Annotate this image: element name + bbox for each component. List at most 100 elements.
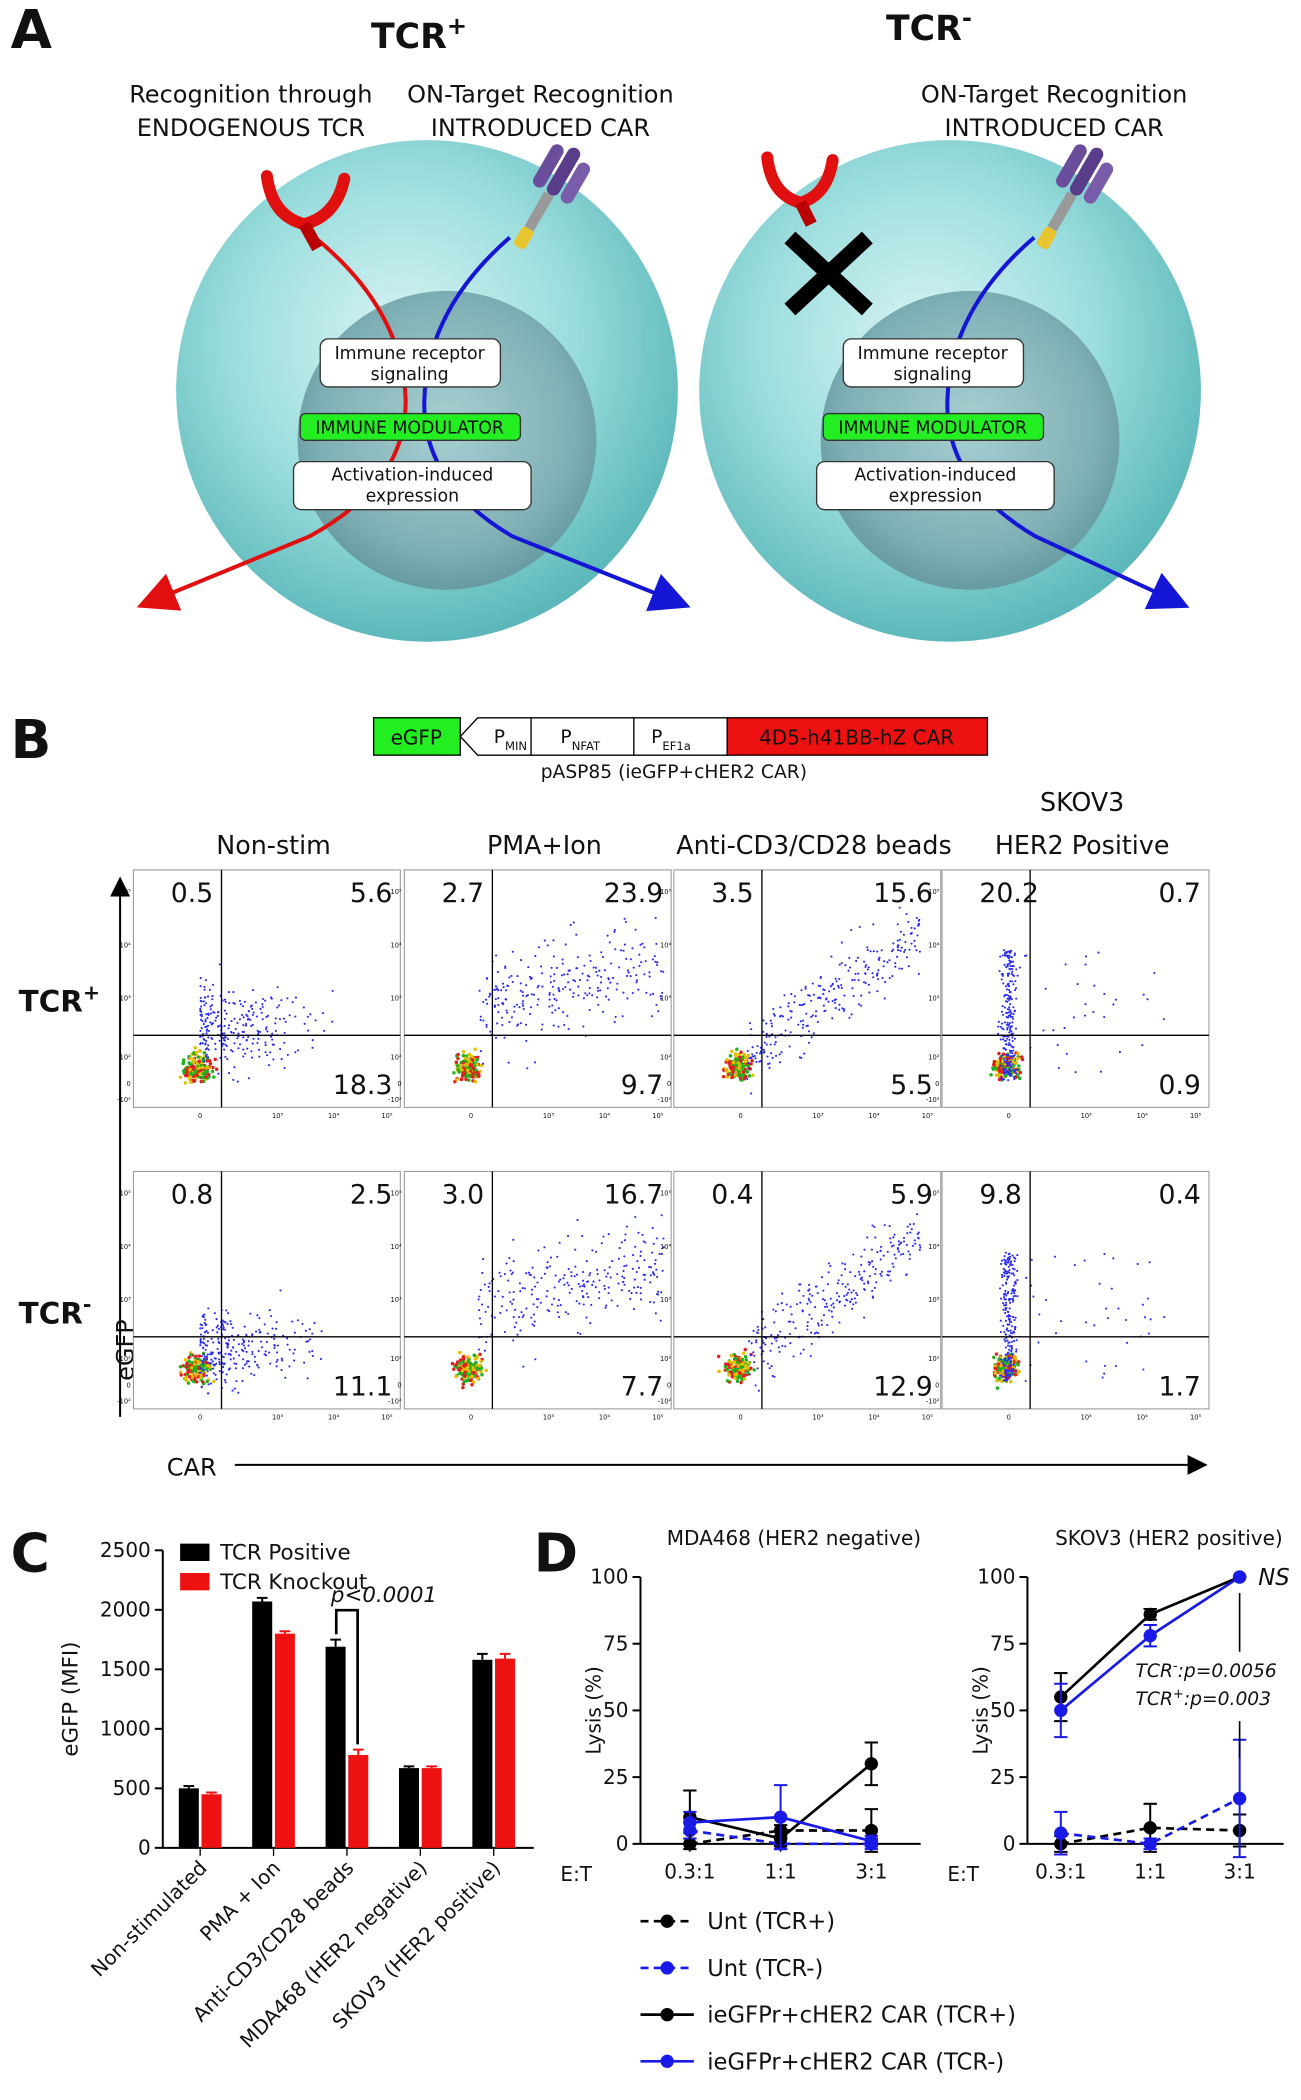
- flow-event: [206, 1370, 209, 1373]
- flow-event: [454, 1374, 458, 1379]
- flow-event: [494, 1036, 498, 1039]
- flow-event: [1005, 1306, 1008, 1310]
- flow-event: [758, 1052, 762, 1055]
- flow-event: [535, 1298, 539, 1301]
- flow-event: [1084, 1003, 1087, 1006]
- flow-event: [282, 1017, 286, 1020]
- flow-event: [203, 988, 206, 991]
- flow-event: [247, 1344, 250, 1347]
- flow-event: [204, 1042, 207, 1045]
- error-bar: [206, 1791, 217, 1795]
- flow-event: [268, 1351, 271, 1354]
- flow-event: [807, 1289, 810, 1292]
- flow-event: [768, 1367, 771, 1370]
- flow-event: [1146, 1297, 1149, 1300]
- flow-event: [588, 954, 591, 957]
- flow-event: [474, 1360, 478, 1365]
- flow-event: [860, 1255, 863, 1258]
- flow-event: [825, 1302, 828, 1305]
- flow-event: [780, 1051, 783, 1054]
- flow-event: [516, 1333, 519, 1336]
- flow-event: [488, 1290, 491, 1293]
- flow-event: [519, 982, 522, 985]
- flow-event: [251, 1333, 254, 1336]
- flow-event: [209, 1021, 212, 1024]
- flow-event: [1011, 964, 1014, 968]
- flow-event: [768, 1062, 771, 1065]
- flow-event: [241, 1338, 245, 1341]
- flow-event: [242, 1048, 245, 1051]
- flow-event: [840, 962, 843, 965]
- flow-event: [815, 1331, 818, 1334]
- flow-event: [774, 1036, 777, 1039]
- flow-event: [223, 1048, 226, 1051]
- flow-event: [528, 1013, 532, 1016]
- flow-event: [505, 1009, 508, 1012]
- flow-event: [596, 989, 600, 992]
- flow-event: [503, 1272, 506, 1276]
- flow-event: [546, 1309, 549, 1312]
- data-point: [864, 1823, 879, 1838]
- flow-event: [855, 1292, 858, 1295]
- flow-event: [304, 1329, 308, 1332]
- flow-event: [478, 1295, 481, 1298]
- legend-label: TCR Knockout: [219, 1570, 367, 1595]
- flow-event: [275, 1321, 278, 1324]
- flow-event: [916, 934, 919, 937]
- flow-event: [772, 1007, 775, 1010]
- flow-event: [1003, 1068, 1006, 1071]
- flow-event: [644, 1241, 647, 1244]
- flow-event: [905, 956, 909, 959]
- x-axis-label: E:T: [947, 1862, 979, 1886]
- flow-tick-label: 10³: [812, 1414, 823, 1422]
- bar: [421, 1768, 442, 1848]
- flow-event: [281, 1359, 284, 1362]
- flow-event: [1013, 989, 1017, 992]
- flow-event: [1010, 1012, 1013, 1015]
- flow-event: [553, 973, 556, 976]
- flow-event: [225, 1045, 228, 1048]
- quadrant-value: 5.9: [890, 1179, 932, 1210]
- flow-event: [522, 1004, 525, 1008]
- legend-label: Unt (TCR-): [707, 1956, 823, 1982]
- flow-event: [822, 993, 825, 996]
- flow-event: [896, 955, 899, 958]
- flow-event: [831, 999, 834, 1003]
- flow-event: [1003, 1021, 1006, 1024]
- flow-event: [1005, 1328, 1008, 1331]
- flow-event: [810, 1331, 813, 1334]
- flow-events: [450, 1214, 665, 1390]
- flow-event: [511, 980, 514, 984]
- flow-event: [534, 954, 537, 958]
- flow-event: [781, 1344, 784, 1348]
- flow-event: [1003, 993, 1007, 996]
- flow-event: [999, 1025, 1002, 1028]
- flow-event: [1009, 965, 1012, 968]
- flow-event: [893, 1253, 896, 1256]
- flow-event: [557, 1280, 561, 1283]
- flow-event: [566, 973, 569, 976]
- flow-event: [876, 1251, 879, 1254]
- flow-event: [1006, 1370, 1010, 1373]
- flow-event: [201, 1019, 204, 1023]
- flow-event: [481, 1303, 484, 1306]
- flow-event: [1004, 1298, 1008, 1301]
- flow-event: [910, 931, 913, 935]
- flow-event: [1001, 1284, 1004, 1287]
- flow-event: [284, 1020, 287, 1023]
- flow-event: [889, 1237, 892, 1240]
- flow-event: [209, 1012, 212, 1015]
- flow-tick-label: 10³: [272, 1414, 283, 1422]
- flow-event: [264, 999, 267, 1002]
- flow-event: [283, 1066, 286, 1070]
- flow-tick-label: 10⁵: [922, 1414, 933, 1422]
- flow-event: [1011, 970, 1014, 973]
- flow-event: [891, 975, 894, 978]
- flow-event: [1007, 989, 1011, 992]
- box-text: expression: [889, 487, 982, 507]
- flow-event: [992, 1059, 997, 1064]
- flow-event: [508, 1291, 511, 1294]
- flow-event: [178, 1365, 183, 1369]
- flow-event: [311, 1332, 314, 1335]
